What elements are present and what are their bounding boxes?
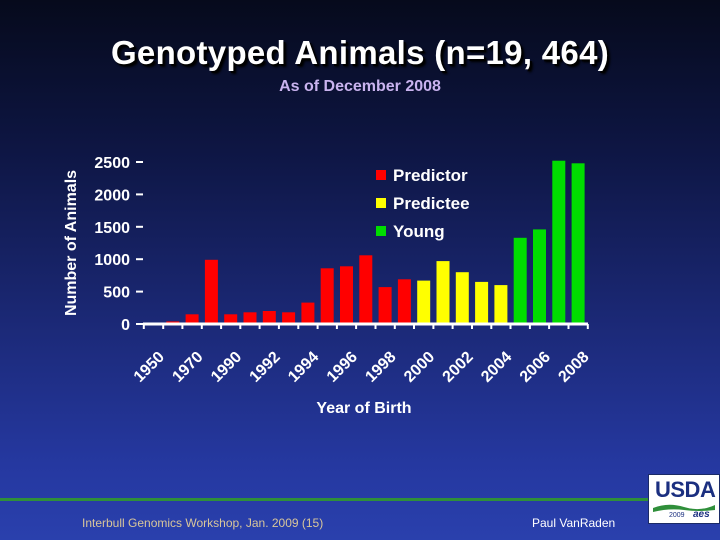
y-ticks-group: 0 500 1000 1500 2000 2500 — [94, 155, 143, 334]
bar-predictor-8 — [301, 302, 315, 324]
slide-subtitle: As of December 2008 — [279, 78, 441, 95]
y-tick-label: 500 — [103, 285, 130, 302]
legend-label-young: Young — [393, 222, 445, 241]
usda-wave-icon — [653, 504, 715, 512]
aes-logo-mark: aes — [693, 509, 710, 520]
bar-predictor-4 — [224, 314, 238, 324]
y-tick-label: 1500 — [94, 220, 130, 237]
bar-young-19 — [513, 237, 527, 324]
bar-predictor-9 — [320, 268, 334, 324]
bar-young-22 — [571, 163, 585, 324]
slide-title: Genotyped Animals (n=19, 464) — [110, 34, 610, 71]
legend-swatch-young — [376, 226, 386, 236]
usda-logo-text: USDA — [655, 477, 716, 502]
bar-predictor-11 — [359, 255, 373, 324]
bar-predictee-14 — [417, 280, 431, 324]
bar-predictor-12 — [378, 287, 392, 324]
x-tick-label: 2004 — [478, 349, 515, 386]
x-tick-label: 2008 — [555, 349, 592, 386]
y-tick-label: 2000 — [94, 187, 130, 204]
y-axis-label: Number of Animals — [63, 170, 80, 316]
y-tick-label: 2500 — [94, 155, 130, 172]
x-tick-label: 1998 — [362, 349, 399, 386]
x-axis-label: Year of Birth — [316, 400, 411, 417]
x-tick-label: 2000 — [401, 349, 438, 386]
x-tick-label: 1996 — [324, 349, 361, 386]
x-ticks-group: 1950 1970 1990 1992 1994 1996 1998 2000 2002 2004… — [131, 324, 593, 386]
usda-logo-year: 2009 — [669, 512, 685, 519]
bar-predictor-2 — [185, 314, 199, 324]
bars-group — [166, 160, 585, 324]
legend-label-predictee: Predictee — [393, 194, 470, 213]
x-tick-label: 1994 — [285, 349, 322, 386]
bar-predictee-17 — [475, 281, 489, 324]
footer-event: Interbull Genomics Workshop, Jan. 2009 (… — [82, 516, 324, 530]
footer-author: Paul VanRaden — [532, 516, 616, 530]
legend-swatch-predictee — [376, 198, 386, 208]
x-tick-label: 1992 — [247, 349, 284, 386]
bar-predictor-5 — [243, 312, 257, 324]
x-tick-label: 2006 — [517, 349, 554, 386]
bar-predictor-3 — [204, 259, 218, 324]
x-tick-label: 1950 — [131, 349, 168, 386]
bar-predictor-10 — [340, 266, 353, 324]
bar-predictee-15 — [436, 261, 450, 324]
bar-young-20 — [533, 229, 546, 324]
bar-predictor-13 — [397, 279, 411, 324]
x-tick-label: 2002 — [440, 349, 477, 386]
legend: Predictor Predictee Young — [376, 166, 470, 241]
y-tick-label: 0 — [121, 317, 130, 334]
footer-divider — [0, 498, 648, 501]
usda-logo: USDA 2009 aes — [648, 474, 720, 524]
legend-swatch-predictor — [376, 170, 386, 180]
legend-label-predictor: Predictor — [393, 166, 468, 185]
x-tick-label: 1970 — [169, 349, 206, 386]
y-tick-label: 1000 — [94, 252, 130, 269]
bar-predictee-16 — [455, 272, 469, 324]
bar-predictor-6 — [262, 311, 276, 324]
x-tick-label: 1990 — [208, 349, 245, 386]
bar-young-21 — [552, 160, 566, 324]
bar-predictor-7 — [282, 312, 296, 324]
bar-predictee-18 — [494, 285, 508, 324]
